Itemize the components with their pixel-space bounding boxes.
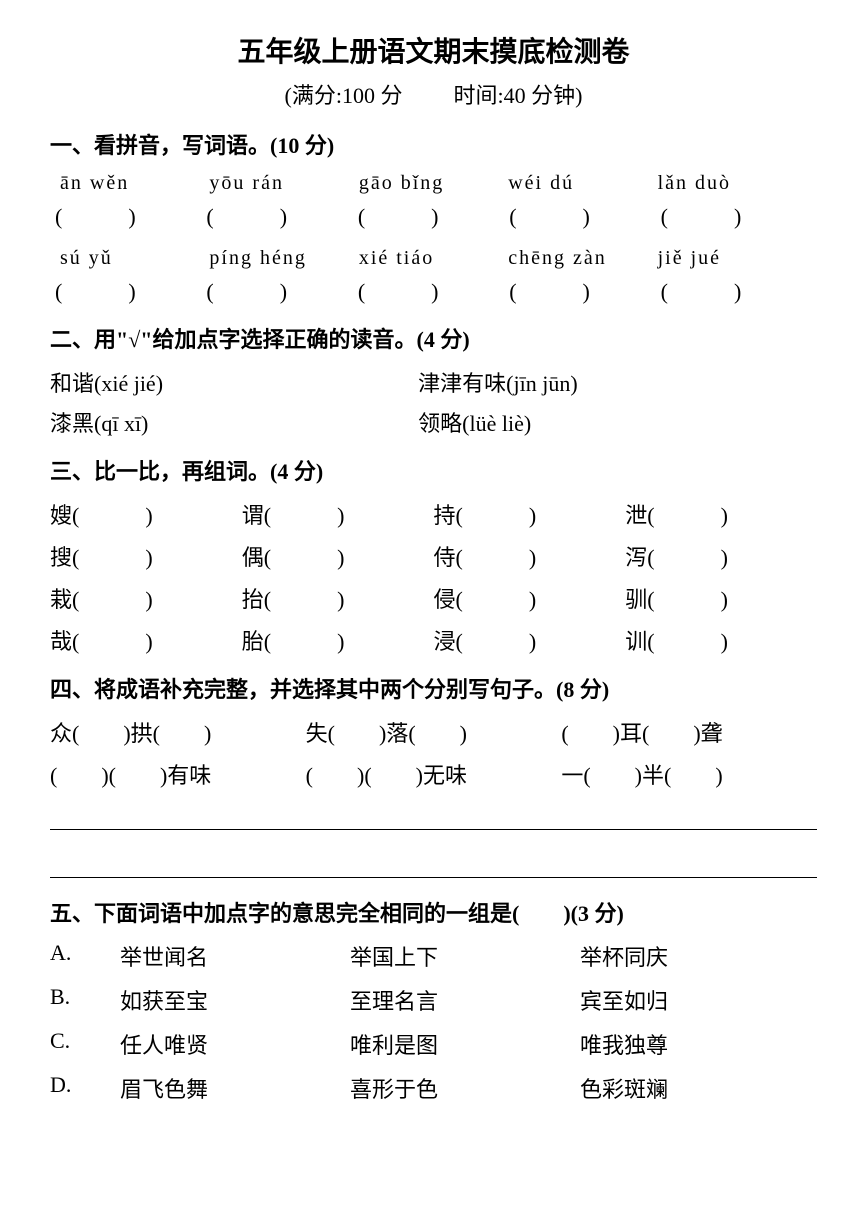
q3-item[interactable]: 嫂( ): [50, 498, 242, 530]
option-word: 眉飞色舞: [120, 1072, 350, 1104]
paren-blank[interactable]: ( ): [509, 274, 660, 306]
q4-item[interactable]: 失( )落( ): [306, 716, 562, 748]
paren-blank[interactable]: ( ): [661, 199, 812, 231]
q5-option-b[interactable]: B. 如获至宝 至理名言 宾至如归: [50, 984, 817, 1016]
page-subtitle: (满分:100 分 时间:40 分钟): [50, 78, 817, 110]
paren-blank[interactable]: ( ): [358, 274, 509, 306]
paren-blank[interactable]: ( ): [358, 199, 509, 231]
q3-item[interactable]: 哉( ): [50, 624, 242, 656]
option-label: B.: [50, 984, 120, 1016]
option-word: 举杯同庆: [580, 940, 810, 972]
answer-line[interactable]: [50, 800, 817, 830]
q4-item[interactable]: 众( )拱( ): [50, 716, 306, 748]
pinyin-item: wéi dú: [508, 172, 657, 195]
q3-row: 栽( ) 抬( ) 侵( ) 驯( ): [50, 582, 817, 614]
q3-item[interactable]: 侵( ): [434, 582, 626, 614]
q4-item[interactable]: ( )( )无味: [306, 758, 562, 790]
q3-item[interactable]: 驯( ): [625, 582, 817, 614]
paren-blank[interactable]: ( ): [661, 274, 812, 306]
q2-item[interactable]: 津津有味(jīn jūn): [418, 366, 817, 398]
pinyin-item: chēng zàn: [508, 247, 657, 270]
q3-item[interactable]: 谓( ): [242, 498, 434, 530]
q3-row: 嫂( ) 谓( ) 持( ) 泄( ): [50, 498, 817, 530]
q2-item[interactable]: 漆黑(qī xī): [50, 406, 418, 438]
pinyin-item: sú yǔ: [60, 247, 209, 270]
q3-item[interactable]: 泄( ): [625, 498, 817, 530]
q2-item[interactable]: 和谐(xié jié): [50, 366, 418, 398]
section3-title: 三、比一比，再组词。(4 分): [50, 454, 817, 486]
answer-line[interactable]: [50, 848, 817, 878]
q4-item[interactable]: 一( )半( ): [561, 758, 817, 790]
q5-option-a[interactable]: A. 举世闻名 举国上下 举杯同庆: [50, 940, 817, 972]
option-label: C.: [50, 1028, 120, 1060]
pinyin-item: gāo bǐng: [359, 172, 508, 195]
q3-item[interactable]: 泻( ): [625, 540, 817, 572]
option-word: 宾至如归: [580, 984, 810, 1016]
option-label: A.: [50, 940, 120, 972]
page-title: 五年级上册语文期末摸底检测卷: [50, 30, 817, 70]
paren-blank[interactable]: ( ): [206, 274, 357, 306]
q3-item[interactable]: 搜( ): [50, 540, 242, 572]
q3-item[interactable]: 胎( ): [242, 624, 434, 656]
pinyin-item: xié tiáo: [359, 247, 508, 270]
pinyin-item: píng héng: [209, 247, 358, 270]
q4-row: 众( )拱( ) 失( )落( ) ( )耳( )聋: [50, 716, 817, 748]
option-word: 色彩斑斓: [580, 1072, 810, 1104]
section5-title: 五、下面词语中加点字的意思完全相同的一组是( )(3 分): [50, 896, 817, 928]
pinyin-row-2: sú yǔ píng héng xié tiáo chēng zàn jiě j…: [50, 247, 817, 270]
option-word: 如获至宝: [120, 984, 350, 1016]
option-word: 唯利是图: [350, 1028, 580, 1060]
paren-blank[interactable]: ( ): [55, 274, 206, 306]
option-word: 至理名言: [350, 984, 580, 1016]
option-word: 唯我独尊: [580, 1028, 810, 1060]
pinyin-item: yōu rán: [209, 172, 358, 195]
option-label: D.: [50, 1072, 120, 1104]
section1-title: 一、看拼音，写词语。(10 分): [50, 128, 817, 160]
q3-row: 搜( ) 偶( ) 侍( ) 泻( ): [50, 540, 817, 572]
option-word: 举世闻名: [120, 940, 350, 972]
q3-item[interactable]: 栽( ): [50, 582, 242, 614]
q4-item[interactable]: ( )( )有味: [50, 758, 306, 790]
option-word: 举国上下: [350, 940, 580, 972]
section4-title: 四、将成语补充完整，并选择其中两个分别写句子。(8 分): [50, 672, 817, 704]
paren-blank[interactable]: ( ): [206, 199, 357, 231]
q2-item[interactable]: 领略(lüè liè): [418, 406, 817, 438]
pinyin-item: ān wěn: [60, 172, 209, 195]
paren-blank[interactable]: ( ): [509, 199, 660, 231]
q3-item[interactable]: 持( ): [434, 498, 626, 530]
q2-row: 和谐(xié jié) 津津有味(jīn jūn): [50, 366, 817, 398]
subtitle-right: 时间:40 分钟): [454, 83, 583, 108]
q3-item[interactable]: 抬( ): [242, 582, 434, 614]
q2-row: 漆黑(qī xī) 领略(lüè liè): [50, 406, 817, 438]
q3-item[interactable]: 训( ): [625, 624, 817, 656]
q4-row: ( )( )有味 ( )( )无味 一( )半( ): [50, 758, 817, 790]
q3-item[interactable]: 浸( ): [434, 624, 626, 656]
pinyin-row-1: ān wěn yōu rán gāo bǐng wéi dú lǎn duò: [50, 172, 817, 195]
q5-option-c[interactable]: C. 任人唯贤 唯利是图 唯我独尊: [50, 1028, 817, 1060]
q3-item[interactable]: 偶( ): [242, 540, 434, 572]
q5-option-d[interactable]: D. 眉飞色舞 喜形于色 色彩斑斓: [50, 1072, 817, 1104]
q4-item[interactable]: ( )耳( )聋: [561, 716, 817, 748]
paren-row-2: ( ) ( ) ( ) ( ) ( ): [50, 274, 817, 306]
section2-title: 二、用"√"给加点字选择正确的读音。(4 分): [50, 322, 817, 354]
subtitle-left: (满分:100 分: [285, 83, 403, 108]
q3-row: 哉( ) 胎( ) 浸( ) 训( ): [50, 624, 817, 656]
option-word: 任人唯贤: [120, 1028, 350, 1060]
paren-blank[interactable]: ( ): [55, 199, 206, 231]
pinyin-item: jiě jué: [658, 247, 807, 270]
option-word: 喜形于色: [350, 1072, 580, 1104]
pinyin-item: lǎn duò: [658, 172, 807, 195]
paren-row-1: ( ) ( ) ( ) ( ) ( ): [50, 199, 817, 231]
q3-item[interactable]: 侍( ): [434, 540, 626, 572]
